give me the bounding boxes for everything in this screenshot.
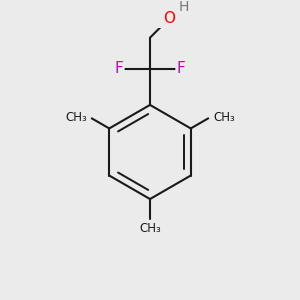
Text: F: F: [177, 61, 185, 76]
Text: CH₃: CH₃: [213, 110, 235, 124]
Text: CH₃: CH₃: [65, 110, 87, 124]
Text: CH₃: CH₃: [139, 222, 161, 235]
Text: F: F: [115, 61, 123, 76]
Text: H: H: [178, 0, 189, 14]
Text: O: O: [163, 11, 175, 26]
